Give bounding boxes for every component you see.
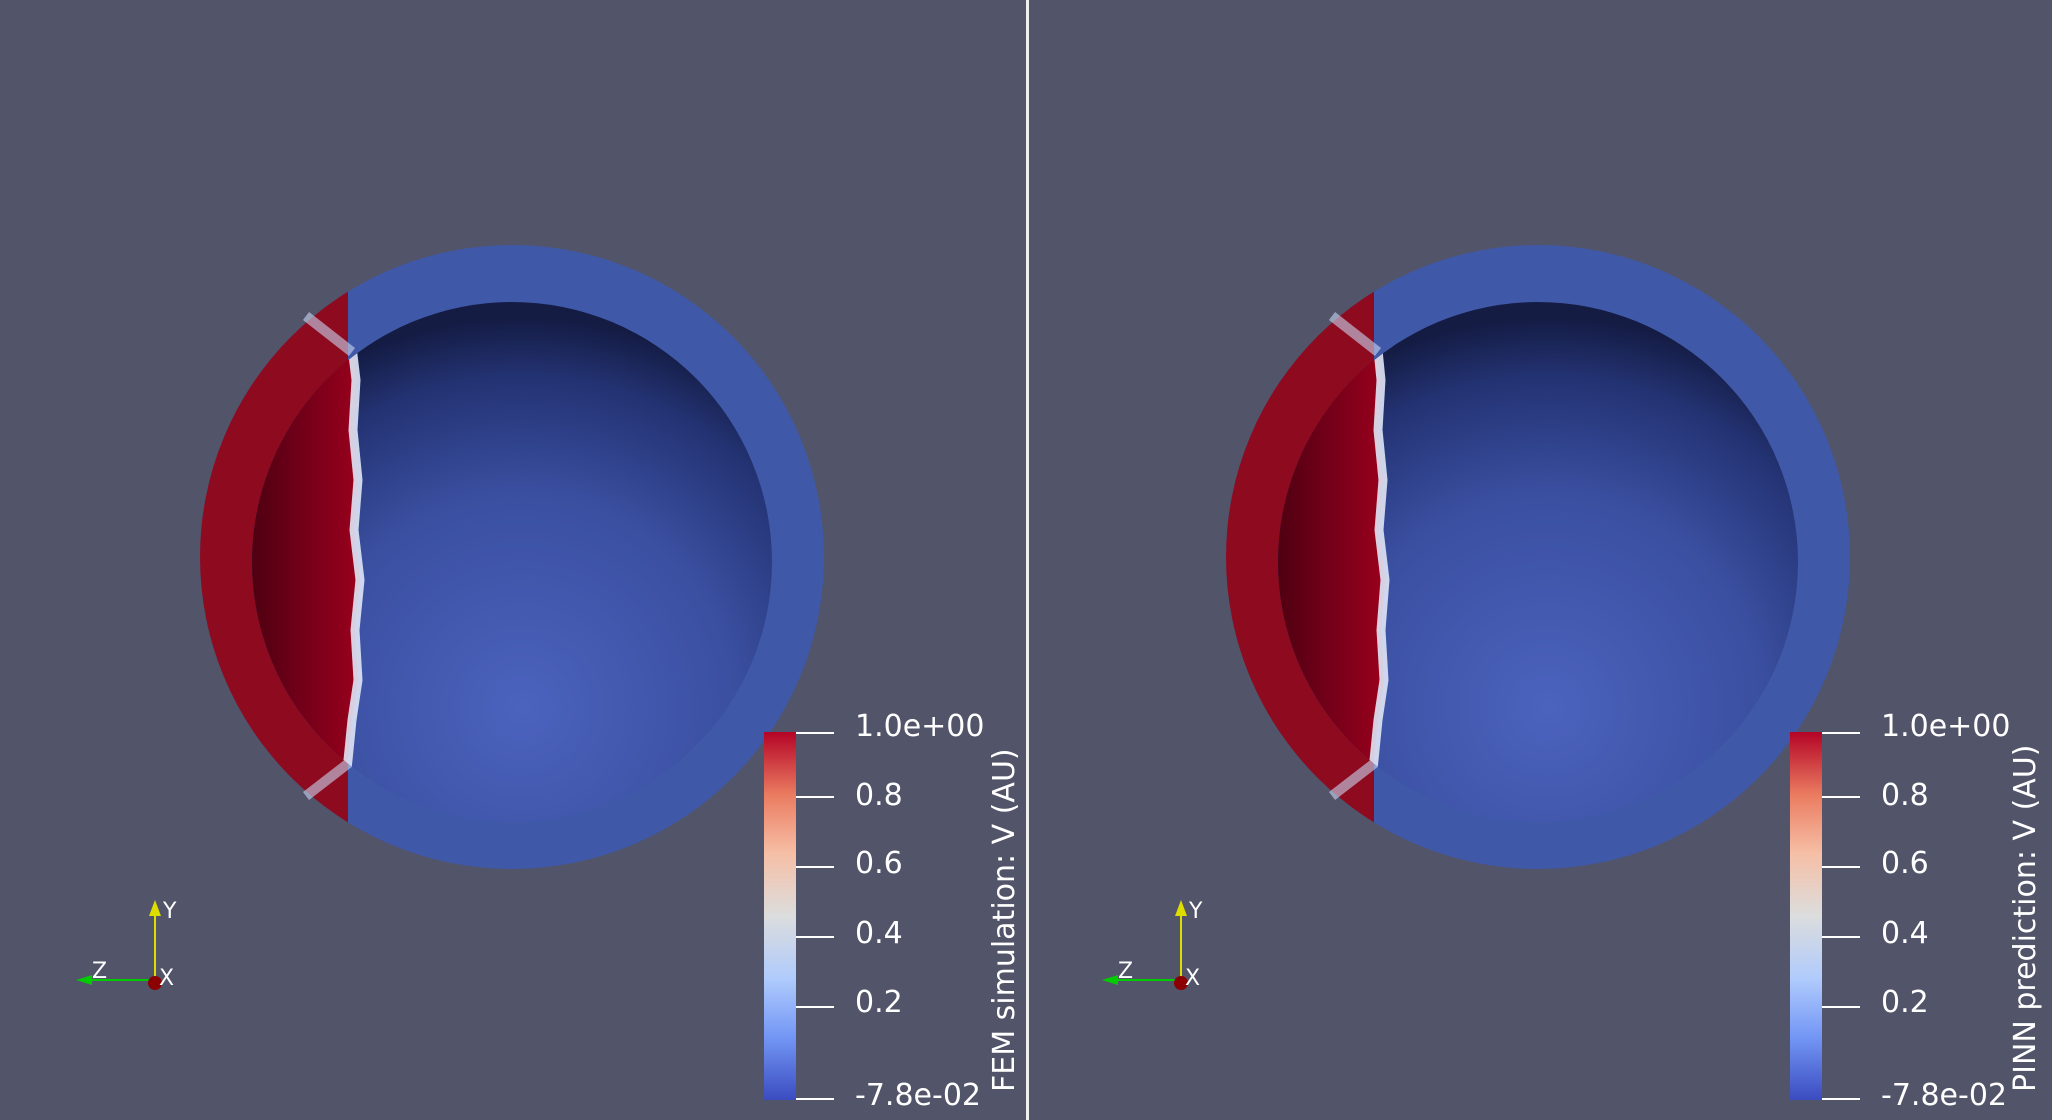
inner-cavity — [1278, 302, 1798, 822]
colorbar-title: PINN prediction: V (AU) — [2008, 744, 2043, 1092]
tick-label-0-4: 0.4 — [1881, 916, 1929, 951]
tick-label-0-2: 0.2 — [1881, 985, 1929, 1020]
view-splitter[interactable] — [1026, 0, 1029, 1120]
inner-activated-region — [1278, 302, 1385, 822]
z-axis-arrow — [1102, 975, 1118, 985]
tick-label-0-6: 0.6 — [855, 846, 903, 881]
orientation-axes[interactable]: Y Z X — [1102, 899, 1203, 991]
inner-wavefront — [335, 302, 365, 822]
tick-label-0-8: 0.8 — [1881, 778, 1929, 813]
tick-label-max: 1.0e+00 — [1881, 709, 2011, 744]
orientation-axes[interactable]: Y Z X — [76, 899, 177, 991]
inner-wavefront — [1361, 302, 1390, 822]
colorbar-ticks — [1822, 732, 1860, 1100]
inner-cavity — [252, 302, 772, 822]
tick-label-0-6: 0.6 — [1881, 846, 1929, 881]
y-axis-label: Y — [1188, 899, 1203, 924]
pinn-scene[interactable]: Y Z X — [1029, 0, 2052, 1120]
y-axis-arrow — [149, 900, 161, 916]
x-axis-label: X — [159, 966, 174, 991]
colorbar-ticks — [796, 732, 834, 1100]
tick-label-0-8: 0.8 — [855, 778, 903, 813]
z-axis-label: Z — [92, 959, 107, 984]
tick-label-max: 1.0e+00 — [855, 709, 985, 744]
y-axis-label: Y — [162, 899, 177, 924]
colormap-bar — [1790, 732, 1822, 1100]
tick-label-min: -7.8e-02 — [1881, 1078, 2007, 1113]
pinn-render-view[interactable]: Y Z X 1.0e+00 0.8 0.6 0.4 0.2 -7.8e-02 P… — [1029, 0, 2052, 1120]
tick-label-min: -7.8e-02 — [855, 1078, 981, 1113]
x-axis-marker — [1174, 976, 1188, 990]
y-axis-arrow — [1175, 900, 1187, 916]
fem-scene[interactable]: Y Z X — [0, 0, 1026, 1120]
colorbar-title: FEM simulation: V (AU) — [987, 748, 1022, 1092]
colormap-bar — [764, 732, 796, 1100]
fem-render-view[interactable]: Y Z X 1.0e+00 0.8 0.6 0.4 0.2 -7.8e-02 F… — [0, 0, 1026, 1120]
tick-label-0-2: 0.2 — [855, 985, 903, 1020]
inner-activated-region — [252, 302, 360, 822]
shell-wavefront — [302, 312, 356, 800]
shell-wavefront — [1328, 312, 1382, 800]
x-axis-marker — [148, 976, 162, 990]
z-axis-arrow — [76, 975, 92, 985]
z-axis-label: Z — [1118, 959, 1133, 984]
tick-label-0-4: 0.4 — [855, 916, 903, 951]
x-axis-label: X — [1185, 966, 1200, 991]
